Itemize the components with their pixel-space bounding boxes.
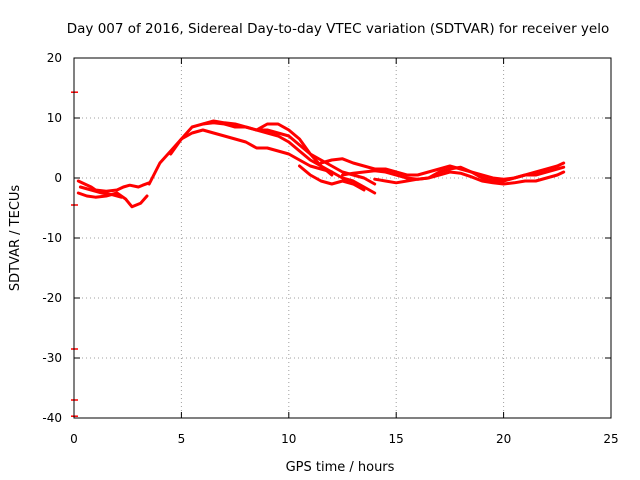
x-tick-label: 20 [496,432,511,446]
y-tick-label: -10 [42,231,62,245]
x-axis-title: GPS time / hours [286,460,395,475]
series-line-track-k [373,170,566,186]
x-tick-label: 15 [389,432,404,446]
y-tick-label: 20 [47,51,62,65]
tick-labels: 0 5 10 15 20 25 -40 -30 -20 -10 0 10 20 [42,51,618,446]
series-group [76,119,566,209]
y-tick-label: -40 [42,411,62,425]
x-tick-label: 10 [281,432,296,446]
grid [74,58,611,418]
tick-marks [73,57,612,419]
y-tick-label: 10 [47,111,62,125]
x-tick-label: 5 [178,432,186,446]
series-line-track-b [76,191,149,209]
chart-title: Day 007 of 2016, Sidereal Day-to-day VTE… [67,21,609,37]
series-line-track-g [255,122,334,177]
y-tick-label: -30 [42,351,62,365]
y-axis-title: SDTVAR / TECUs [8,185,23,292]
series-line-track-j [341,165,566,181]
series-line-track-c [78,185,123,199]
series-line-track-f [201,119,377,195]
x-tick-label: 0 [70,432,78,446]
y-tick-label: -20 [42,291,62,305]
x-tick-label: 25 [603,432,618,446]
y-tick-label: 0 [54,171,62,185]
series-line-track-a [76,179,151,193]
series-line-track-h [298,164,366,192]
